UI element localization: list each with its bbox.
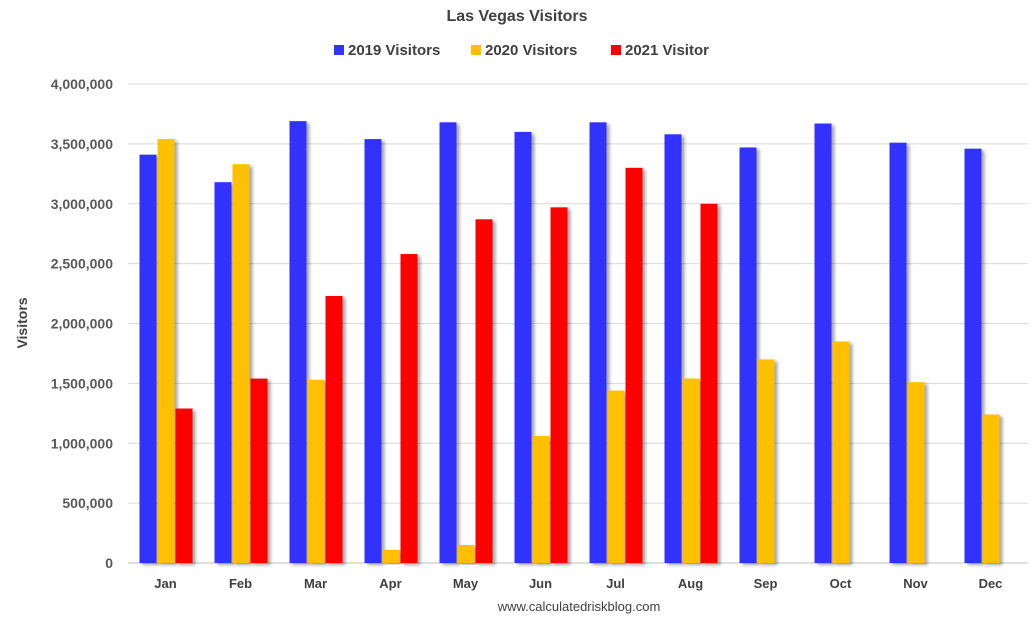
x-tick-label: Aug [678, 576, 703, 591]
x-tick-label: Nov [903, 576, 928, 591]
y-tick-label: 4,000,000 [51, 76, 113, 92]
x-tick-label: Jan [154, 576, 176, 591]
bar-2019-visitors-nov [889, 142, 907, 564]
bar-2019-visitors-dec [964, 148, 982, 564]
bar-2019-visitors-aug [664, 134, 682, 564]
legend-label: 2021 Visitor [625, 42, 709, 59]
legend-label: 2019 Visitors [348, 42, 440, 59]
x-tick-label: Sep [754, 576, 778, 591]
legend-label: 2020 Visitors [485, 42, 577, 59]
bar-2019-visitors-mar [289, 121, 307, 563]
bar-2020-visitors-dec [982, 414, 1000, 563]
y-tick-label: 0 [105, 555, 113, 571]
x-tick-label: May [453, 576, 479, 591]
bar-2020-visitors-jun [532, 436, 550, 563]
bar-2019-visitors-sep [739, 147, 757, 563]
bars [139, 121, 1000, 564]
bar-2021-visitor-jun [550, 207, 568, 563]
legend-swatch [334, 45, 344, 55]
bar-2020-visitors-apr [382, 549, 400, 563]
bar-2021-visitor-mar [325, 295, 343, 563]
x-tick-label: Apr [379, 576, 401, 591]
bar-2021-visitor-aug [700, 203, 718, 563]
bar-2019-visitors-jun [514, 131, 532, 563]
x-tick-label: Feb [229, 576, 252, 591]
y-tick-label: 1,500,000 [51, 375, 113, 391]
bar-2020-visitors-mar [307, 379, 325, 563]
bar-2020-visitors-may [457, 545, 475, 563]
y-tick-label: 2,500,000 [51, 256, 113, 272]
bar-2021-visitor-feb [250, 378, 268, 563]
chart-title: Las Vegas Visitors [446, 8, 587, 25]
bar-2020-visitors-sep [757, 359, 775, 563]
bar-2019-visitors-oct [814, 123, 832, 563]
y-tick-label: 3,000,000 [51, 196, 113, 212]
bar-2020-visitors-feb [232, 164, 250, 564]
bar-2020-visitors-aug [682, 378, 700, 563]
legend-swatch [471, 45, 481, 55]
bar-2020-visitors-jul [607, 390, 625, 563]
bar-2019-visitors-may [439, 122, 457, 563]
bar-2020-visitors-oct [832, 341, 850, 563]
bar-2019-visitors-jul [589, 122, 607, 563]
gridlines [128, 83, 1028, 564]
x-tick-label: Oct [830, 576, 852, 591]
y-tick-label: 2,000,000 [51, 316, 113, 332]
bar-2019-visitors-jan [139, 154, 157, 563]
bar-2019-visitors-apr [364, 139, 382, 563]
x-tick-label: Dec [979, 576, 1003, 591]
bar-2020-visitors-jan [157, 139, 175, 563]
y-axis-label: Visitors [14, 297, 30, 348]
y-tick-label: 500,000 [62, 495, 113, 511]
legend-swatch [611, 45, 621, 55]
bar-2021-visitor-may [475, 219, 493, 563]
bar-2021-visitor-apr [400, 254, 418, 564]
x-tick-label: Jul [606, 576, 625, 591]
bar-2021-visitor-jul [625, 167, 643, 563]
y-tick-label: 1,000,000 [51, 435, 113, 451]
bar-2021-visitor-jan [175, 408, 193, 563]
source-footer: www.calculatedriskblog.com [497, 599, 661, 614]
x-tick-label: Jun [529, 576, 552, 591]
x-axis: Jan Feb Mar Apr May Jun Jul Aug Sep Oct Nov Dec [154, 576, 1002, 591]
legend: 2019 Visitors 2020 Visitors 2021 Visitor [334, 42, 709, 59]
x-tick-label: Mar [304, 576, 327, 591]
y-axis: 0 500,000 1,000,000 1,500,000 2,000,000 2,500… [51, 76, 114, 571]
bar-2019-visitors-feb [214, 182, 232, 563]
bar-2020-visitors-nov [907, 382, 925, 563]
y-tick-label: 3,500,000 [51, 136, 113, 152]
